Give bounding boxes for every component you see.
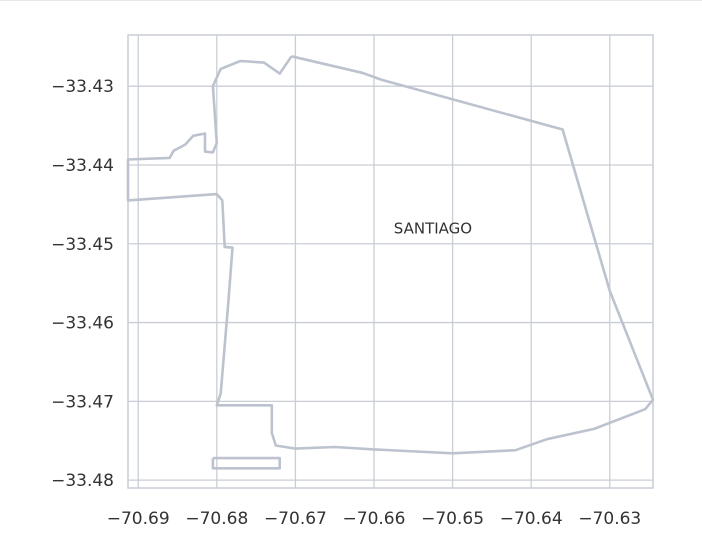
top-divider xyxy=(0,0,702,1)
boundary-outline xyxy=(126,55,655,455)
place-label-santiago: SANTIAGO xyxy=(394,220,472,238)
x-tick-label: −70.65 xyxy=(421,509,484,529)
x-tick-label: −70.63 xyxy=(578,509,641,529)
x-axis-ticks: −70.69 −70.68 −70.67 −70.66 −70.65 −70.64 −70.… xyxy=(107,509,641,529)
grid-lines xyxy=(128,35,653,488)
y-tick-label: −33.47 xyxy=(51,392,114,412)
x-tick-label: −70.67 xyxy=(264,509,327,529)
x-tick-label: −70.64 xyxy=(500,509,563,529)
district-boundary xyxy=(126,55,655,470)
x-tick-label: −70.66 xyxy=(343,509,406,529)
x-tick-label: −70.69 xyxy=(107,509,170,529)
x-tick-label: −70.68 xyxy=(185,509,248,529)
y-axis-ticks: −33.43 −33.44 −33.45 −33.46 −33.47 −33.48 xyxy=(51,77,114,491)
y-tick-label: −33.46 xyxy=(51,314,114,334)
y-tick-label: −33.45 xyxy=(51,235,114,255)
plot-frame xyxy=(127,34,654,489)
y-tick-label: −33.43 xyxy=(51,77,114,97)
boundary-inset xyxy=(211,456,282,470)
y-tick-label: −33.44 xyxy=(51,156,114,176)
y-tick-label: −33.48 xyxy=(51,471,114,491)
